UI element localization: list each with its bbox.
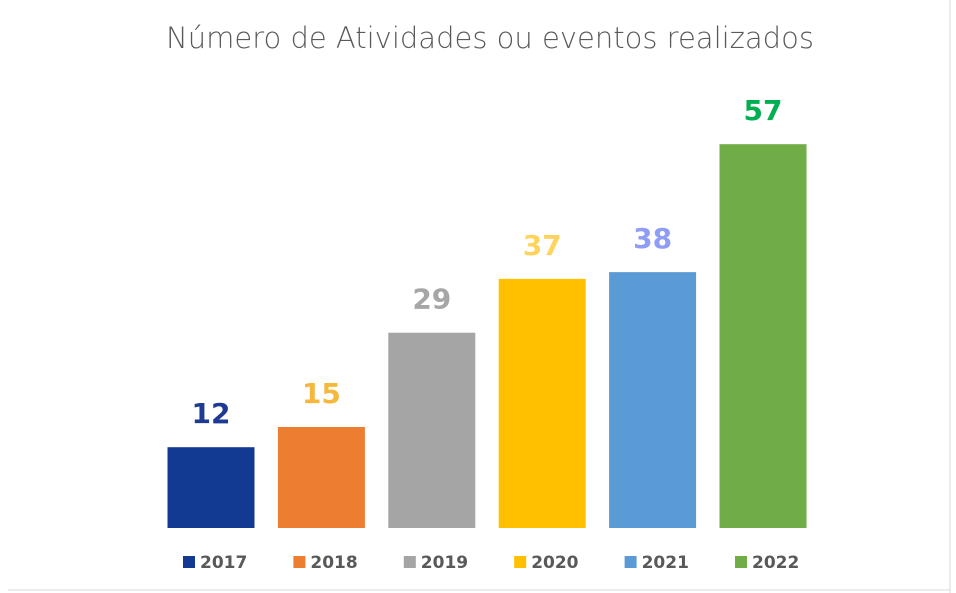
legend-swatch xyxy=(403,556,416,568)
legend-swatch xyxy=(183,556,195,568)
bar xyxy=(719,144,807,528)
legend-label: 2021 xyxy=(642,553,689,573)
legend-label: 2018 xyxy=(310,553,357,573)
bar xyxy=(388,332,476,528)
bar xyxy=(609,272,697,528)
chart-title: Número de Atividades ou eventos realizad… xyxy=(166,21,814,55)
legend-swatch xyxy=(293,556,306,568)
data-label: 37 xyxy=(523,229,562,262)
data-label: 12 xyxy=(192,397,231,430)
legend-label: 2017 xyxy=(200,553,247,573)
bar xyxy=(498,278,586,528)
data-label: 38 xyxy=(633,222,672,255)
legend-swatch xyxy=(624,556,637,568)
legend-label: 2019 xyxy=(421,553,468,573)
bar xyxy=(277,427,365,528)
data-label: 57 xyxy=(744,94,783,127)
legend-swatch xyxy=(735,556,747,568)
bar xyxy=(167,447,255,528)
legend-swatch xyxy=(514,556,527,568)
data-label: 15 xyxy=(302,377,341,410)
data-label: 29 xyxy=(412,283,451,316)
legend-label: 2020 xyxy=(531,553,578,573)
legend-label: 2022 xyxy=(752,553,799,573)
